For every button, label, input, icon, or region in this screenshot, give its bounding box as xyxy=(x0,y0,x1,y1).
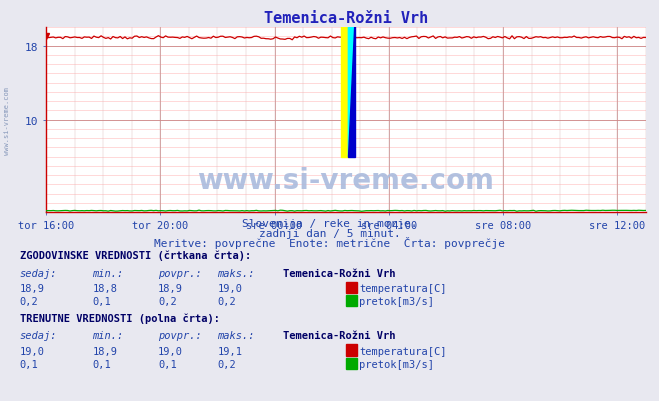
Text: pretok[m3/s]: pretok[m3/s] xyxy=(359,359,434,369)
Text: sedaj:: sedaj: xyxy=(20,330,57,340)
Text: 0,2: 0,2 xyxy=(217,296,236,306)
Text: 19,0: 19,0 xyxy=(217,283,243,293)
Text: pretok[m3/s]: pretok[m3/s] xyxy=(359,296,434,306)
Bar xyxy=(341,10,349,157)
Text: TRENUTNE VREDNOSTI (polna črta):: TRENUTNE VREDNOSTI (polna črta): xyxy=(20,313,219,323)
Text: 19,1: 19,1 xyxy=(217,346,243,356)
Polygon shape xyxy=(349,10,355,157)
Text: Slovenija / reke in morje.: Slovenija / reke in morje. xyxy=(242,219,417,229)
Text: maks.:: maks.: xyxy=(217,268,255,278)
Text: min.:: min.: xyxy=(92,268,123,278)
Text: Temenica-Rožni Vrh: Temenica-Rožni Vrh xyxy=(283,330,396,340)
Text: Temenica-Rožni Vrh: Temenica-Rožni Vrh xyxy=(283,268,396,278)
Text: www.si-vreme.com: www.si-vreme.com xyxy=(198,166,494,194)
Text: 0,1: 0,1 xyxy=(92,359,111,369)
Text: www.si-vreme.com: www.si-vreme.com xyxy=(3,86,10,154)
Text: maks.:: maks.: xyxy=(217,330,255,340)
Polygon shape xyxy=(349,10,355,157)
Text: 18,8: 18,8 xyxy=(92,283,117,293)
Text: 0,2: 0,2 xyxy=(158,296,177,306)
Text: 18,9: 18,9 xyxy=(158,283,183,293)
Text: 0,1: 0,1 xyxy=(158,359,177,369)
Text: sedaj:: sedaj: xyxy=(20,268,57,278)
Text: 18,9: 18,9 xyxy=(20,283,45,293)
Text: 0,1: 0,1 xyxy=(92,296,111,306)
Text: 19,0: 19,0 xyxy=(158,346,183,356)
Text: 0,2: 0,2 xyxy=(20,296,38,306)
Text: Meritve: povprečne  Enote: metrične  Črta: povprečje: Meritve: povprečne Enote: metrične Črta:… xyxy=(154,237,505,249)
Text: 18,9: 18,9 xyxy=(92,346,117,356)
Text: 0,2: 0,2 xyxy=(217,359,236,369)
Text: min.:: min.: xyxy=(92,330,123,340)
Text: povpr.:: povpr.: xyxy=(158,268,202,278)
Title: Temenica-Rožni Vrh: Temenica-Rožni Vrh xyxy=(264,10,428,26)
Text: povpr.:: povpr.: xyxy=(158,330,202,340)
Text: temperatura[C]: temperatura[C] xyxy=(359,283,447,293)
Text: ZGODOVINSKE VREDNOSTI (črtkana črta):: ZGODOVINSKE VREDNOSTI (črtkana črta): xyxy=(20,250,251,261)
Text: temperatura[C]: temperatura[C] xyxy=(359,346,447,356)
Text: 19,0: 19,0 xyxy=(20,346,45,356)
Text: 0,1: 0,1 xyxy=(20,359,38,369)
Text: zadnji dan / 5 minut.: zadnji dan / 5 minut. xyxy=(258,229,401,239)
